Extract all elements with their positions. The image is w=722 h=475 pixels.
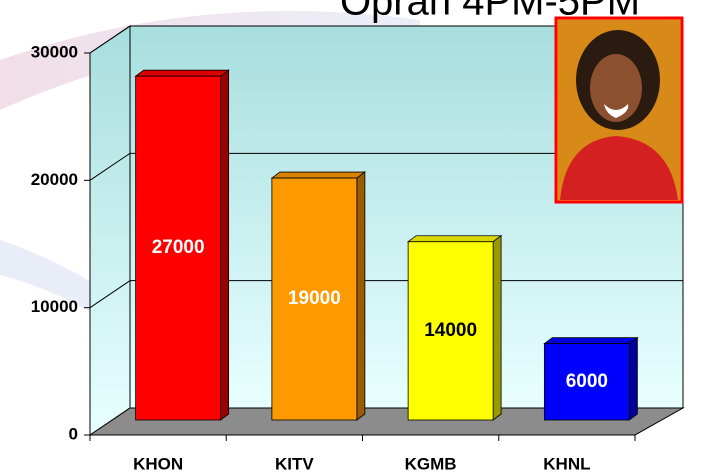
photo-dress — [560, 136, 678, 200]
bar-group: 6000 — [543, 336, 639, 421]
bar — [271, 177, 358, 421]
bar-side — [628, 336, 638, 421]
x-tick-label: KGMB — [405, 454, 457, 473]
plot: 0 10000 20000 30000 KHON 27000 KITV 19000 KGMB 14… — [31, 25, 685, 473]
x-tick-label: KHON — [133, 454, 183, 473]
side-wall — [89, 25, 131, 436]
bar-top — [270, 171, 367, 179]
photo — [554, 16, 684, 204]
grid-line — [89, 152, 683, 181]
y-tick-label: 20000 — [31, 170, 78, 189]
y-tick-label: 10000 — [31, 297, 78, 316]
x-tick-label: KHNL — [543, 454, 590, 473]
value-label: 14000 — [424, 320, 477, 341]
bar-group: 19000 — [270, 171, 367, 421]
value-label: 19000 — [288, 288, 341, 309]
bar — [135, 75, 222, 421]
bar-side — [220, 69, 230, 421]
value-label: 6000 — [566, 371, 608, 392]
bar-side — [492, 234, 502, 421]
y-tick-label: 30000 — [31, 42, 78, 61]
x-tick-label: KITV — [275, 454, 314, 473]
bar-top — [406, 235, 503, 243]
bar-top — [134, 69, 230, 77]
bar — [543, 343, 630, 421]
bar — [407, 241, 494, 421]
bar-top — [543, 337, 639, 345]
photo-smile — [604, 104, 629, 118]
bar-group: 14000 — [406, 234, 503, 421]
bar-side — [356, 171, 366, 421]
y-tick-label: 0 — [69, 424, 78, 443]
value-label: 27000 — [152, 237, 205, 258]
photo-face — [590, 54, 642, 122]
grid-line — [89, 25, 683, 54]
bar-group: 27000 — [134, 69, 230, 421]
